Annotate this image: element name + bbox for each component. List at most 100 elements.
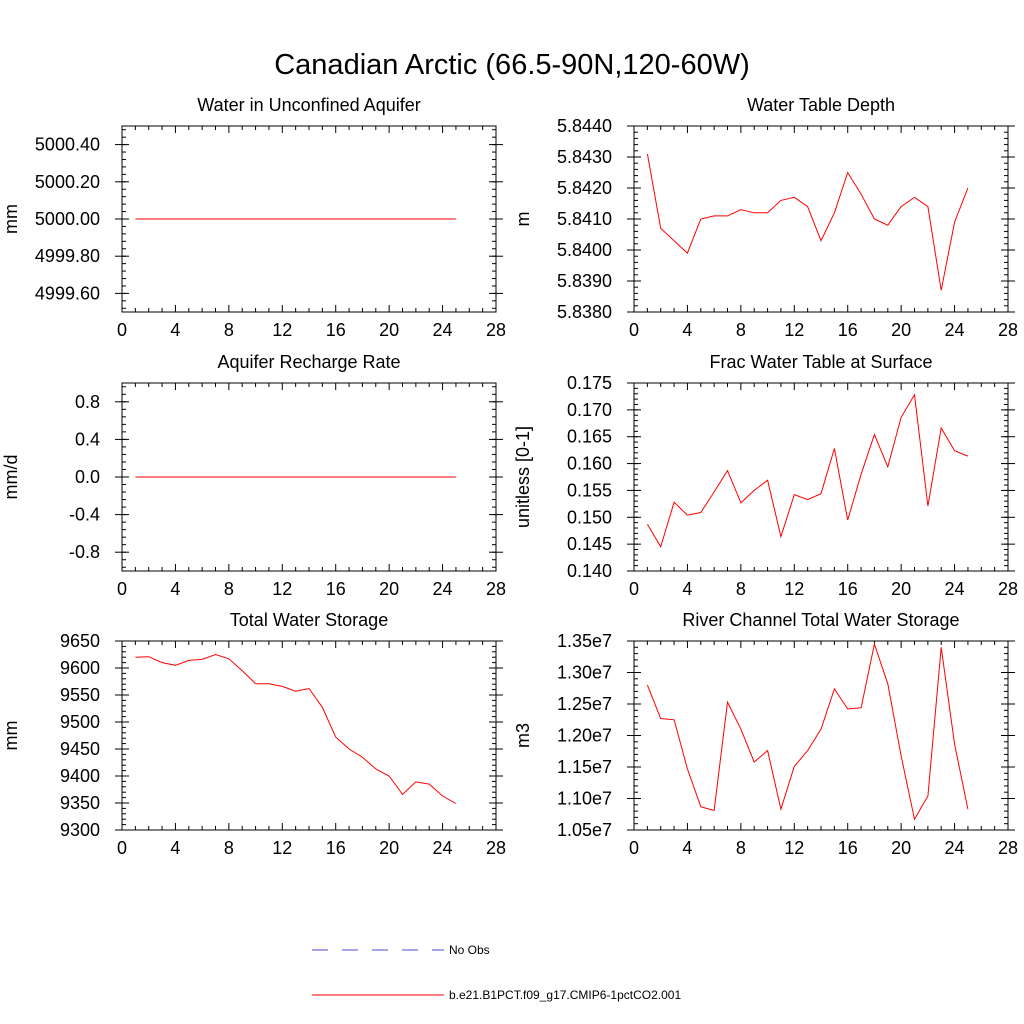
- panel-grid: Water in Unconfined Aquifer mm 0 4 8 12 16 20 24…: [1, 95, 1018, 858]
- x-tick-label: 24: [945, 579, 965, 599]
- x-tick-label: 8: [736, 579, 746, 599]
- x-tick-label: 24: [945, 838, 965, 858]
- plot-frame: [121, 640, 497, 831]
- x-tick-label: 12: [272, 579, 292, 599]
- x-tick-label: 4: [170, 838, 180, 858]
- y-tick-label: 1.25e7: [557, 694, 612, 714]
- y-tick-label: 5000.00: [35, 209, 100, 229]
- x-tick-label: 20: [891, 579, 911, 599]
- y-tick-label: 9500: [60, 712, 100, 732]
- y-tick-label: 9400: [60, 766, 100, 786]
- y-tick-label: 0.145: [567, 534, 612, 554]
- y-tick-label: 5000.40: [35, 135, 100, 155]
- y-tick-label: -0.4: [69, 505, 100, 525]
- x-tick-label: 0: [629, 838, 639, 858]
- y-tick-label: 0.140: [567, 561, 612, 581]
- y-tick-label: 5.8440: [557, 116, 612, 136]
- y-tick-label: 9600: [60, 658, 100, 678]
- x-tick-label: 8: [736, 838, 746, 858]
- x-tick-label: 28: [998, 579, 1018, 599]
- y-tick-label: 5.8410: [557, 209, 612, 229]
- panel-6: River Channel Total Water Storage m3 0 4 8 12…: [513, 610, 1018, 858]
- y-tick-label: 1.20e7: [557, 726, 612, 746]
- x-tick-label: 24: [433, 320, 453, 340]
- x-tick-label: 28: [998, 320, 1018, 340]
- x-tick-label: 4: [170, 579, 180, 599]
- x-tick-label: 24: [433, 579, 453, 599]
- x-tick-label: 0: [117, 838, 127, 858]
- panel-2: Water Table Depth m 0 4 8 12 16 20 24 28 5.8380 5.8…: [513, 95, 1018, 340]
- y-tick-label: 1.35e7: [557, 631, 612, 651]
- x-tick-label: 28: [998, 838, 1018, 858]
- y-tick-label: 5.8390: [557, 271, 612, 291]
- y-tick-label: 1.10e7: [557, 789, 612, 809]
- x-tick-label: 20: [891, 320, 911, 340]
- plot-frame: [633, 125, 1009, 313]
- y-axis-label: unitless [0-1]: [513, 426, 533, 528]
- x-tick-label: 8: [224, 579, 234, 599]
- y-tick-label: 4999.80: [35, 246, 100, 266]
- y-tick-label: 1.15e7: [557, 757, 612, 777]
- y-tick-label: 0.165: [567, 427, 612, 447]
- y-tick-label: 9350: [60, 793, 100, 813]
- y-tick-label: 1.05e7: [557, 820, 612, 840]
- x-tick-label: 28: [486, 579, 506, 599]
- x-tick-label: 20: [379, 838, 399, 858]
- x-tick-label: 28: [486, 838, 506, 858]
- plot-frame: [633, 640, 1009, 831]
- x-tick-label: 16: [326, 579, 346, 599]
- series-line: [646, 153, 969, 291]
- y-axis-label: m3: [513, 723, 533, 748]
- y-tick-label: 9300: [60, 820, 100, 840]
- panel-title: Frac Water Table at Surface: [709, 352, 932, 372]
- panel-title: River Channel Total Water Storage: [682, 610, 959, 630]
- x-tick-label: 24: [945, 320, 965, 340]
- x-tick-label: 20: [891, 838, 911, 858]
- x-tick-label: 16: [326, 320, 346, 340]
- x-tick-label: 16: [326, 838, 346, 858]
- panel-1: Water in Unconfined Aquifer mm 0 4 8 12 16 20 24…: [1, 95, 506, 340]
- x-tick-label: 0: [117, 579, 127, 599]
- legend: No Obs b.e21.B1PCT.f09_g17.CMIP6-1pctCO2…: [312, 943, 681, 1002]
- x-tick-label: 8: [224, 320, 234, 340]
- x-tick-label: 16: [838, 579, 858, 599]
- x-tick-label: 28: [486, 320, 506, 340]
- x-tick-label: 16: [838, 838, 858, 858]
- series-line: [135, 653, 457, 804]
- x-tick-label: 16: [838, 320, 858, 340]
- x-tick-label: 4: [682, 838, 692, 858]
- x-tick-label: 8: [736, 320, 746, 340]
- plot-frame: [633, 382, 1009, 572]
- x-tick-label: 24: [433, 838, 453, 858]
- y-tick-label: 0.175: [567, 373, 612, 393]
- y-tick-label: 9650: [60, 631, 100, 651]
- panel-title: Water in Unconfined Aquifer: [197, 95, 420, 115]
- panel-5: Total Water Storage mm 0 4 8 12 16 20 24 28 9300 93…: [1, 610, 506, 858]
- y-tick-label: 0.160: [567, 454, 612, 474]
- y-axis-label: mm: [1, 721, 21, 751]
- x-tick-label: 12: [784, 320, 804, 340]
- x-tick-label: 12: [272, 838, 292, 858]
- y-tick-label: 0.8: [75, 392, 100, 412]
- y-tick-label: 5.8380: [557, 302, 612, 322]
- x-tick-label: 8: [224, 838, 234, 858]
- panel-title: Total Water Storage: [230, 610, 388, 630]
- y-tick-label: 9550: [60, 685, 100, 705]
- y-axis-label: mm: [1, 204, 21, 234]
- x-tick-label: 20: [379, 579, 399, 599]
- y-tick-label: 5.8430: [557, 147, 612, 167]
- y-tick-label: 9450: [60, 739, 100, 759]
- x-tick-label: 12: [272, 320, 292, 340]
- x-tick-label: 20: [379, 320, 399, 340]
- y-tick-label: 5.8420: [557, 178, 612, 198]
- panel-3: Aquifer Recharge Rate mm/d 0 4 8 12 16 20 24 28 -0…: [1, 352, 506, 599]
- x-tick-label: 4: [170, 320, 180, 340]
- x-tick-label: 0: [117, 320, 127, 340]
- y-axis-label: mm/d: [1, 455, 21, 500]
- y-axis-label: m: [513, 212, 533, 227]
- y-tick-label: 5000.20: [35, 172, 100, 192]
- figure-title: Canadian Arctic (66.5-90N,120-60W): [274, 49, 750, 81]
- x-tick-label: 12: [784, 838, 804, 858]
- panel-title: Water Table Depth: [747, 95, 895, 115]
